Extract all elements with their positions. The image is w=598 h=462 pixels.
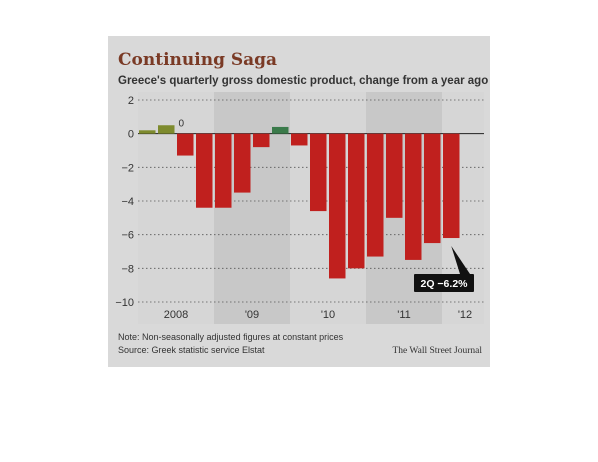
chart-subtitle: Greece's quarterly gross domestic produc… (118, 75, 488, 87)
bar (386, 133, 403, 218)
bar (253, 133, 270, 148)
x-group-label: '12 (458, 309, 472, 321)
bar (234, 133, 251, 193)
y-tick-label: −2 (121, 162, 134, 174)
bar (424, 133, 441, 244)
bar (139, 130, 156, 134)
x-group-label: '11 (397, 309, 411, 321)
y-tick-label: −8 (121, 263, 134, 275)
x-tick-labels: 2008 '09 '10 '11 '12 (164, 309, 472, 321)
chart-source: Source: Greek statistic service Elstat (118, 345, 265, 355)
bar (348, 133, 365, 269)
y-tick-labels: 2 0 −2 −4 −6 −8 −10 (115, 95, 134, 309)
publisher-brand: The Wall Street Journal (392, 346, 482, 356)
chart-svg: 0 2 0 −2 −4 −6 −8 −10 2008 '09 '10 '11 '12 Continu… (115, 50, 488, 356)
bar (310, 133, 327, 212)
x-group-label: '10 (321, 309, 335, 321)
x-group-label: '09 (245, 309, 259, 321)
y-tick-label: 0 (128, 129, 134, 141)
callout-pointer (451, 246, 470, 274)
bars: 0 (139, 118, 460, 279)
bar (177, 133, 194, 156)
callout: 2Q −6.2% (414, 246, 474, 292)
bar (215, 133, 232, 208)
callout-label: 2Q −6.2% (421, 278, 469, 290)
year-band (214, 92, 290, 324)
callout-background (414, 274, 474, 292)
bar (291, 133, 308, 146)
x-group-label: 2008 (164, 309, 188, 321)
bar (367, 133, 384, 257)
y-tick-label: −10 (115, 297, 134, 309)
chart-card: 0 2 0 −2 −4 −6 −8 −10 2008 '09 '10 '11 '12 Continu… (108, 36, 490, 367)
y-tick-label: −6 (121, 230, 134, 242)
bar (405, 133, 422, 260)
bar (158, 125, 175, 134)
bar-value-label: 0 (179, 118, 185, 129)
chart-title: Continuing Saga (118, 50, 277, 70)
bar (196, 133, 213, 208)
chart-note: Note: Non-seasonally adjusted figures at… (118, 332, 344, 342)
bar (329, 133, 346, 279)
y-tick-label: 2 (128, 95, 134, 107)
y-tick-label: −4 (121, 196, 134, 208)
year-band (138, 92, 214, 324)
bar (272, 126, 289, 134)
bar (443, 133, 460, 239)
